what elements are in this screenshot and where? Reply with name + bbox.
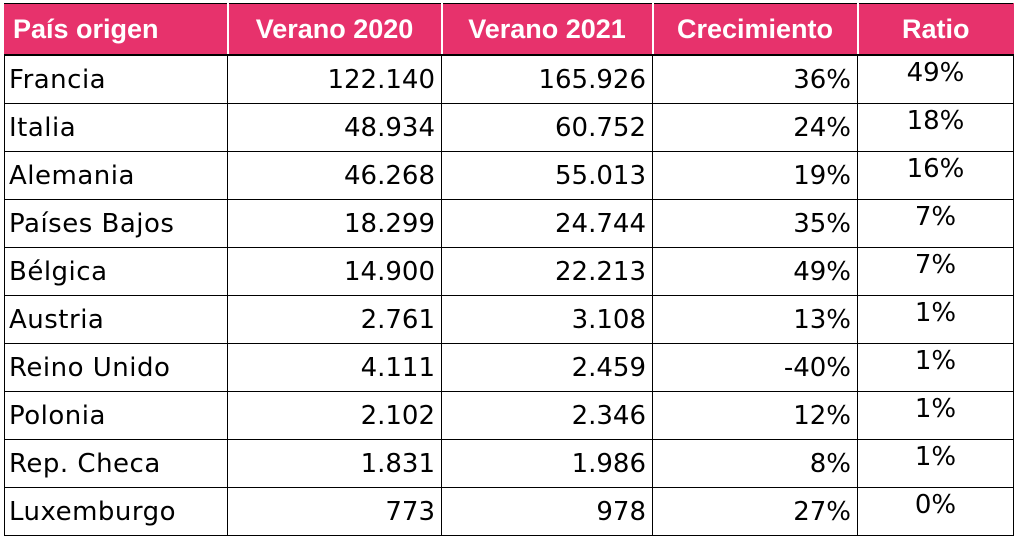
cell-pais: Austria — [4, 295, 228, 344]
table-row: Luxemburgo 773 978 27% 0% — [4, 487, 1014, 536]
country-growth-table: País origen Verano 2020 Verano 2021 Crec… — [4, 3, 1014, 536]
cell-verano-2020: 14.900 — [227, 247, 442, 296]
cell-pais: Luxemburgo — [4, 487, 228, 536]
cell-verano-2020: 18.299 — [227, 199, 442, 248]
cell-ratio: 1% — [857, 391, 1014, 440]
cell-verano-2021: 2.346 — [441, 391, 653, 440]
cell-pais: Bélgica — [4, 247, 228, 296]
cell-crecimiento: 13% — [652, 295, 858, 344]
cell-verano-2020: 2.102 — [227, 391, 442, 440]
cell-verano-2021: 3.108 — [441, 295, 653, 344]
table-row: Polonia 2.102 2.346 12% 1% — [4, 391, 1014, 440]
header-verano-2021: Verano 2021 — [440, 3, 654, 56]
cell-ratio: 1% — [857, 295, 1014, 344]
cell-verano-2020: 773 — [227, 487, 442, 536]
cell-verano-2020: 1.831 — [227, 439, 442, 488]
cell-ratio: 0% — [857, 487, 1014, 536]
cell-verano-2020: 4.111 — [227, 343, 442, 392]
cell-ratio: 16% — [857, 151, 1014, 200]
cell-verano-2021: 978 — [441, 487, 653, 536]
cell-verano-2021: 1.986 — [441, 439, 653, 488]
cell-ratio: 7% — [857, 199, 1014, 248]
cell-crecimiento: -40% — [652, 343, 858, 392]
table-header-row: País origen Verano 2020 Verano 2021 Crec… — [4, 3, 1014, 56]
table-row: Austria 2.761 3.108 13% 1% — [4, 295, 1014, 344]
cell-ratio: 49% — [857, 54, 1014, 104]
cell-verano-2020: 122.140 — [227, 54, 442, 104]
cell-verano-2021: 2.459 — [441, 343, 653, 392]
cell-pais: Polonia — [4, 391, 228, 440]
cell-verano-2020: 46.268 — [227, 151, 442, 200]
table-container: País origen Verano 2020 Verano 2021 Crec… — [4, 3, 1014, 536]
cell-verano-2020: 2.761 — [227, 295, 442, 344]
cell-crecimiento: 12% — [652, 391, 858, 440]
cell-ratio: 1% — [857, 343, 1014, 392]
table-row: Italia 48.934 60.752 24% 18% — [4, 103, 1014, 152]
cell-ratio: 7% — [857, 247, 1014, 296]
cell-crecimiento: 49% — [652, 247, 858, 296]
cell-verano-2020: 48.934 — [227, 103, 442, 152]
table-row: Francia 122.140 165.926 36% 49% — [4, 54, 1014, 104]
cell-verano-2021: 55.013 — [441, 151, 653, 200]
cell-crecimiento: 27% — [652, 487, 858, 536]
cell-pais: Italia — [4, 103, 228, 152]
cell-verano-2021: 165.926 — [441, 54, 653, 104]
cell-verano-2021: 24.744 — [441, 199, 653, 248]
header-verano-2020: Verano 2020 — [226, 3, 443, 56]
header-pais-origen: País origen — [4, 3, 229, 56]
table-row: Rep. Checa 1.831 1.986 8% 1% — [4, 439, 1014, 488]
cell-pais: Francia — [4, 54, 228, 104]
cell-verano-2021: 22.213 — [441, 247, 653, 296]
table-row: Reino Unido 4.111 2.459 -40% 1% — [4, 343, 1014, 392]
table-row: Países Bajos 18.299 24.744 35% 7% — [4, 199, 1014, 248]
cell-pais: Países Bajos — [4, 199, 228, 248]
cell-crecimiento: 19% — [652, 151, 858, 200]
cell-ratio: 1% — [857, 439, 1014, 488]
cell-pais: Alemania — [4, 151, 228, 200]
table-row: Bélgica 14.900 22.213 49% 7% — [4, 247, 1014, 296]
cell-verano-2021: 60.752 — [441, 103, 653, 152]
cell-pais: Reino Unido — [4, 343, 228, 392]
table-row: Alemania 46.268 55.013 19% 16% — [4, 151, 1014, 200]
header-crecimiento: Crecimiento — [651, 3, 859, 56]
cell-pais: Rep. Checa — [4, 439, 228, 488]
cell-crecimiento: 35% — [652, 199, 858, 248]
header-ratio: Ratio — [856, 3, 1014, 56]
cell-crecimiento: 36% — [652, 54, 858, 104]
table-body: Francia 122.140 165.926 36% 49% Italia 4… — [4, 54, 1014, 536]
cell-ratio: 18% — [857, 103, 1014, 152]
cell-crecimiento: 24% — [652, 103, 858, 152]
cell-crecimiento: 8% — [652, 439, 858, 488]
